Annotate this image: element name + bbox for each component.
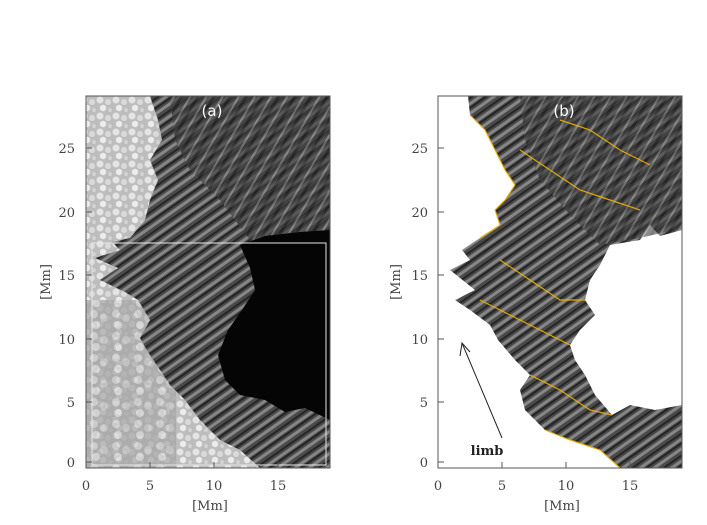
limb-annotation: limb xyxy=(471,444,504,459)
panel-a-y-tick-labels: 0 5 10 15 20 25 xyxy=(58,142,75,471)
contours xyxy=(469,114,651,468)
panel-b-ticks xyxy=(437,147,631,468)
x-tick-label: 10 xyxy=(206,479,223,494)
panel-b-y-tick-labels: 0 5 10 15 20 25 xyxy=(411,142,428,471)
x-tick-label: 5 xyxy=(498,479,506,494)
y-tick-label: 20 xyxy=(411,206,428,221)
y-tick-label: 5 xyxy=(67,396,75,411)
x-tick-label: 15 xyxy=(270,479,287,494)
y-tick-label: 0 xyxy=(420,456,428,471)
y-tick-label: 15 xyxy=(411,269,428,284)
x-tick-label: 15 xyxy=(622,479,639,494)
panel-a-ticks xyxy=(85,147,279,468)
panel-b-frame xyxy=(437,95,683,469)
y-tick-label: 5 xyxy=(420,396,428,411)
x-tick-label: 0 xyxy=(82,479,90,494)
panel-a-label: (a) xyxy=(202,102,223,120)
y-tick-label: 10 xyxy=(58,333,75,348)
y-tick-label: 0 xyxy=(67,456,75,471)
limb-arrow xyxy=(459,341,503,439)
x-tick-label: 0 xyxy=(434,479,442,494)
umbra xyxy=(218,230,330,420)
panel-a-frame xyxy=(85,95,331,469)
y-tick-label: 20 xyxy=(58,206,75,221)
y-tick-label: 25 xyxy=(58,142,75,157)
region-box xyxy=(91,242,327,466)
y-tick-label: 25 xyxy=(411,142,428,157)
panel-a-ylabel: [Mm] xyxy=(39,264,54,300)
panel-b: (b) limb 0 5 10 15 20 25 0 5 10 15 [Mm] … xyxy=(389,95,683,514)
y-tick-label: 10 xyxy=(411,333,428,348)
panel-b-xlabel: [Mm] xyxy=(544,499,580,514)
panel-b-ylabel: [Mm] xyxy=(389,264,404,300)
panel-b-x-tick-labels: 0 5 10 15 xyxy=(434,479,638,494)
x-tick-label: 10 xyxy=(558,479,575,494)
x-tick-label: 5 xyxy=(146,479,154,494)
panel-b-image xyxy=(438,96,682,468)
y-tick-label: 15 xyxy=(58,269,75,284)
panel-a-xlabel: [Mm] xyxy=(192,499,228,514)
panel-a: (a) 0 5 10 15 20 25 0 5 10 15 [Mm] [Mm] xyxy=(39,95,331,514)
panel-a-image xyxy=(86,96,330,468)
panel-b-label: (b) xyxy=(553,102,574,120)
panel-a-x-tick-labels: 0 5 10 15 xyxy=(82,479,286,494)
